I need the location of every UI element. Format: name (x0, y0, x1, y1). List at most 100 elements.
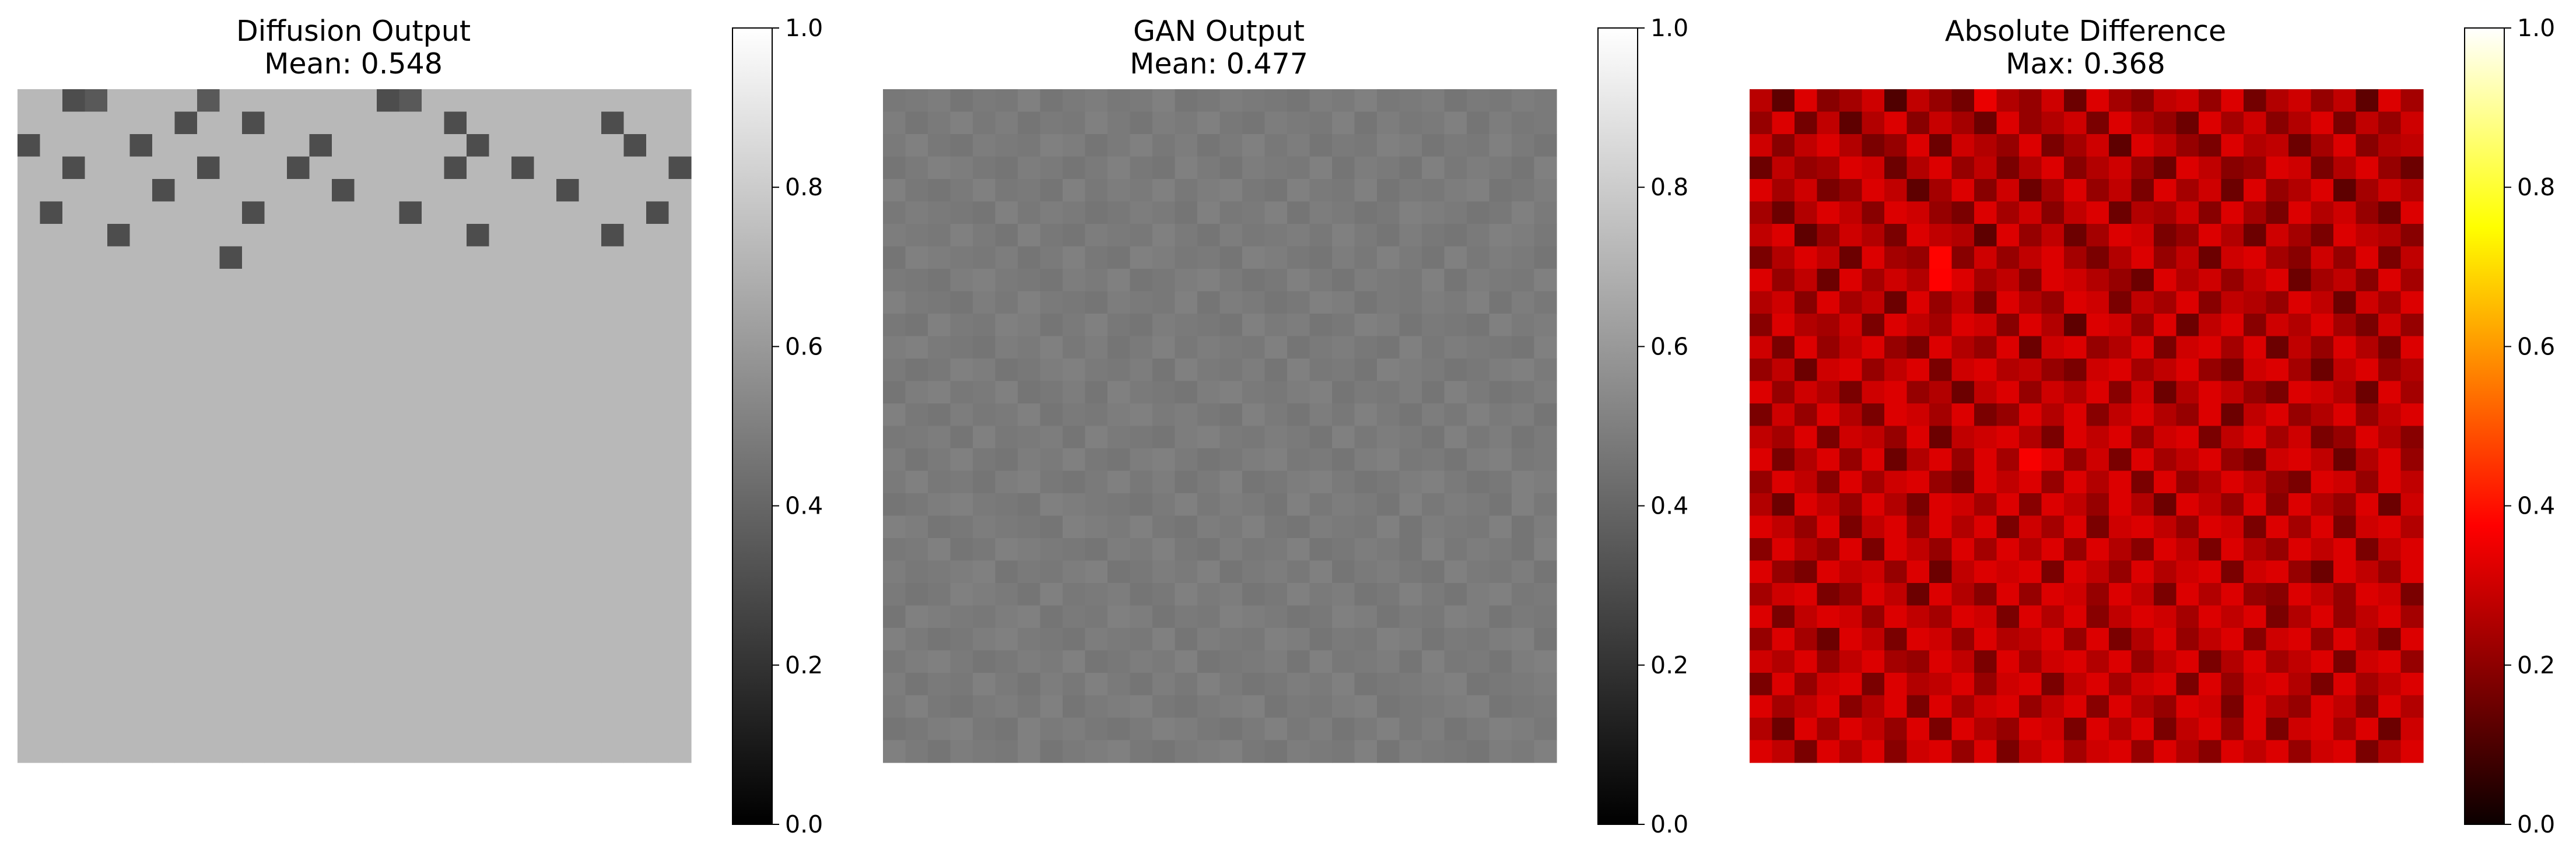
heatmap-cell (1444, 560, 1467, 584)
heatmap-cell (1884, 628, 1908, 651)
heatmap-cell (354, 359, 377, 382)
heatmap-cell (152, 740, 176, 763)
heatmap-cell (174, 740, 198, 763)
heatmap-cell (950, 718, 973, 741)
heatmap-cell (1444, 650, 1467, 673)
heatmap-cell (467, 291, 490, 314)
heatmap-cell (1467, 359, 1490, 382)
heatmap-cell (129, 583, 153, 606)
heatmap-cell (883, 201, 906, 224)
heatmap-cell (2154, 515, 2177, 539)
heatmap-cell (1862, 650, 1885, 673)
heatmap-cell (995, 628, 1018, 651)
heatmap-cell (2356, 269, 2379, 292)
heatmap-grid (883, 89, 1557, 763)
heatmap-cell (2131, 673, 2154, 696)
heatmap-cell (2109, 179, 2132, 202)
heatmap-cell (995, 156, 1018, 180)
heatmap-cell (1422, 493, 1445, 517)
heatmap-cell (1332, 538, 1355, 561)
heatmap-cell (1467, 89, 1490, 113)
heatmap-cell (129, 515, 153, 539)
heatmap-cell (332, 134, 355, 157)
heatmap-cell (467, 650, 490, 673)
heatmap-cell (556, 314, 580, 337)
heatmap-cell (489, 314, 512, 337)
heatmap-cell (2288, 695, 2312, 718)
heatmap-cell (2266, 89, 2289, 113)
heatmap-cell (2266, 426, 2289, 449)
heatmap-cell (1817, 111, 1840, 135)
heatmap-cell (1219, 583, 1243, 606)
heatmap-cell (1906, 493, 1930, 517)
heatmap-cell (1772, 448, 1795, 472)
heatmap-cell (129, 493, 153, 517)
heatmap-cell (2378, 583, 2402, 606)
heatmap-cell (1040, 359, 1063, 382)
heatmap-cell (1795, 605, 1818, 628)
heatmap-cell (2086, 246, 2109, 269)
heatmap-cell (332, 673, 355, 696)
heatmap-cell (1175, 111, 1198, 135)
heatmap-cell (1399, 314, 1422, 337)
heatmap-cell (1354, 605, 1378, 628)
heatmap-cell (1242, 179, 1266, 202)
heatmap-cell (1130, 538, 1153, 561)
heatmap-cell (2288, 448, 2312, 472)
heatmap-cell (601, 515, 625, 539)
heatmap-cell (1422, 201, 1445, 224)
heatmap-cell (1264, 403, 1288, 427)
heatmap-cell (1354, 224, 1378, 247)
heatmap-cell (129, 695, 153, 718)
heatmap-cell (489, 156, 512, 180)
heatmap-cell (1309, 134, 1333, 157)
heatmap-cell (1219, 673, 1243, 696)
heatmap-cell (1906, 156, 1930, 180)
heatmap-cell (601, 179, 625, 202)
heatmap-cell (1107, 740, 1131, 763)
heatmap-cell (309, 426, 332, 449)
heatmap-cell (197, 605, 220, 628)
heatmap-cell (422, 314, 445, 337)
heatmap-cell (1906, 224, 1930, 247)
heatmap-cell (489, 493, 512, 517)
heatmap-cell (905, 583, 928, 606)
heatmap-cell (579, 673, 602, 696)
heatmap-cell (174, 111, 198, 135)
heatmap-cell (1219, 560, 1243, 584)
heatmap-cell (399, 269, 422, 292)
heatmap-cell (174, 156, 198, 180)
heatmap-cell (579, 448, 602, 472)
heatmap-cell (2176, 583, 2199, 606)
heatmap-cell (950, 291, 973, 314)
heatmap-cell (107, 246, 131, 269)
heatmap-cell (1040, 470, 1063, 494)
heatmap-cell (1974, 269, 1997, 292)
heatmap-cell (1512, 156, 1535, 180)
heatmap-cell (511, 560, 535, 584)
heatmap-cell (264, 134, 288, 157)
heatmap-cell (40, 560, 63, 584)
heatmap-cell (242, 628, 265, 651)
heatmap-cell (1422, 740, 1445, 763)
heatmap-cell (2154, 426, 2177, 449)
heatmap-cell (1063, 583, 1086, 606)
heatmap-cell (1309, 560, 1333, 584)
heatmap-cell (1219, 359, 1243, 382)
heatmap-cell (1422, 718, 1445, 741)
heatmap-cell (1085, 695, 1108, 718)
heatmap-cell (2064, 448, 2087, 472)
heatmap-cell (1512, 403, 1535, 427)
heatmap-cell (1242, 89, 1266, 113)
heatmap-cell (1817, 538, 1840, 561)
heatmap-cell (1219, 111, 1243, 135)
heatmap-cell (1354, 179, 1378, 202)
heatmap-cell (2064, 381, 2087, 404)
heatmap-cell (2333, 718, 2357, 741)
heatmap-cell (422, 605, 445, 628)
heatmap-cell (1512, 695, 1535, 718)
heatmap-cell (1152, 583, 1176, 606)
heatmap-cell (1772, 111, 1795, 135)
heatmap-cell (646, 695, 670, 718)
heatmap-cell (1197, 224, 1221, 247)
